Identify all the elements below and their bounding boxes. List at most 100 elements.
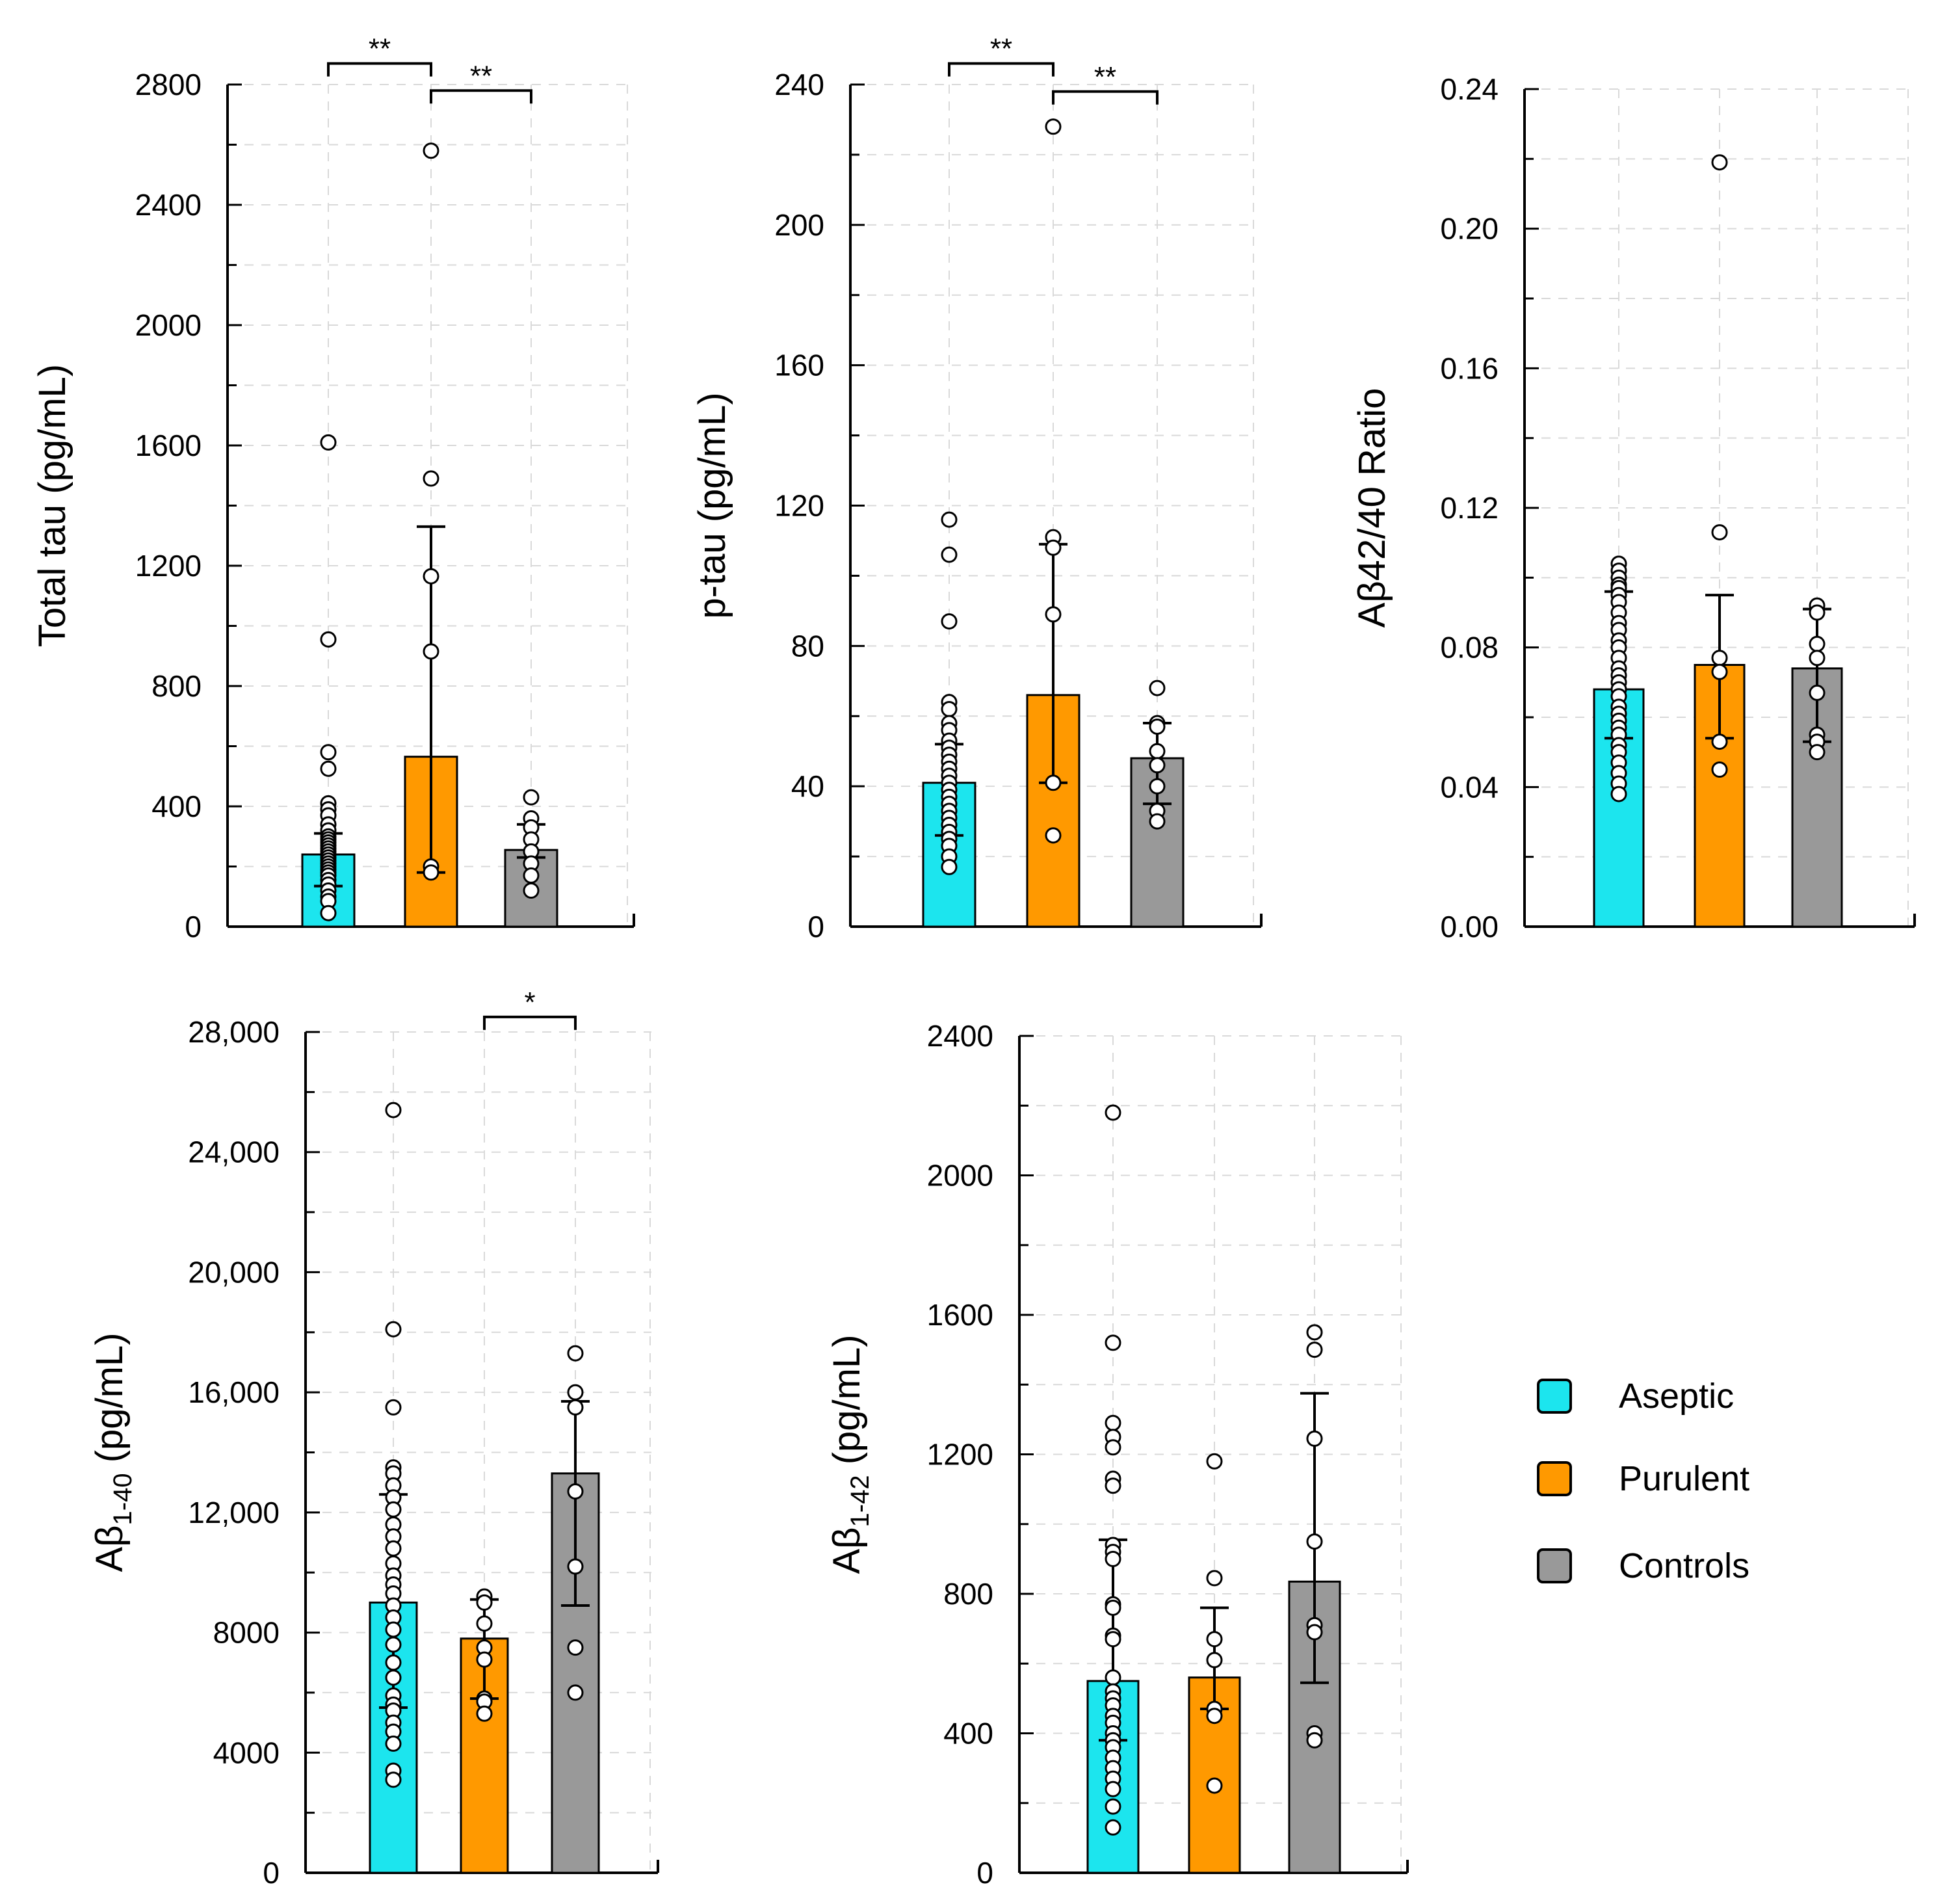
- data-point-aseptic: [385, 1636, 402, 1653]
- data-point-aseptic: [941, 511, 958, 528]
- data-point-purulent: [423, 864, 439, 881]
- y-axis-label: Aβ1-40 (pg/mL): [88, 1332, 137, 1572]
- y-axis-label-subscript: 1-40: [109, 1473, 137, 1525]
- significance-line: [1052, 90, 1159, 105]
- data-point-aseptic: [385, 1771, 402, 1788]
- legend-swatch-controls: [1537, 1548, 1572, 1583]
- y-tick-label: 16,000: [188, 1375, 280, 1409]
- bar-aseptic: [1593, 688, 1645, 928]
- data-point-aseptic: [1105, 1334, 1121, 1351]
- y-tick-label: 0.04: [1440, 770, 1499, 804]
- data-point-aseptic: [1105, 1819, 1121, 1836]
- data-point-controls: [567, 1384, 584, 1401]
- y-tick-label: 0.16: [1440, 351, 1499, 385]
- data-point-aseptic: [1105, 1631, 1121, 1648]
- y-tick-label: 0: [263, 1856, 280, 1890]
- y-tick-label: 40: [791, 769, 824, 803]
- legend-swatch-purulent: [1537, 1461, 1572, 1496]
- data-point-aseptic: [1105, 1780, 1121, 1797]
- significance-line: [483, 1015, 577, 1030]
- data-point-aseptic: [1105, 1599, 1121, 1616]
- significance-bracket: *: [483, 986, 577, 1030]
- y-tick-label: 1200: [135, 549, 202, 583]
- data-point-controls: [1306, 1533, 1323, 1550]
- y-tick-label: 28,000: [188, 1015, 280, 1049]
- y-tick-label: 0.20: [1440, 212, 1499, 246]
- y-axis-label: Total tau (pg/mL): [31, 364, 73, 647]
- chart-abeta-1-40: 0 4000 8000 12,000 16,000 20,000 24,000 28,000 A…: [88, 986, 659, 1890]
- data-point-controls: [1149, 680, 1166, 696]
- data-point-aseptic: [320, 760, 337, 777]
- significance-line: [430, 89, 532, 104]
- data-point-controls: [1306, 1324, 1323, 1341]
- y-tick-label: 12,000: [188, 1496, 280, 1529]
- y-tick-label: 200: [774, 208, 824, 242]
- data-point-aseptic: [320, 434, 337, 451]
- data-point-purulent: [1711, 650, 1728, 667]
- y-tick-label: 0: [976, 1856, 993, 1890]
- data-point-aseptic: [941, 700, 958, 717]
- data-point-aseptic: [1105, 1798, 1121, 1815]
- y-tick-label: 80: [791, 629, 824, 663]
- data-point-controls: [567, 1558, 584, 1575]
- y-tick-label: 0: [807, 910, 824, 944]
- chart-abeta-ratio: 0.00 0.04 0.08 0.12 0.16 0.20 0.24 Aβ42/40 Rati…: [1351, 72, 1916, 944]
- y-tick-label: 2000: [927, 1159, 993, 1193]
- data-point-aseptic: [1105, 1669, 1121, 1686]
- data-point-purulent: [1045, 606, 1062, 623]
- legend-label-controls: Controls: [1619, 1546, 1749, 1585]
- data-point-controls: [1809, 635, 1826, 652]
- legend-label-purulent: Purulent: [1619, 1459, 1749, 1498]
- data-point-purulent: [423, 568, 439, 585]
- y-tick-label: 800: [943, 1577, 993, 1611]
- data-point-purulent: [476, 1705, 493, 1722]
- chart-abeta-1-42: 0 400 800 1200 1600 2000 2400 Aβ1-42 (pg/mL): [826, 1019, 1409, 1890]
- data-point-controls: [1809, 684, 1826, 701]
- y-axis-label-units: (pg/mL): [826, 1334, 868, 1475]
- data-point-controls: [1149, 778, 1166, 795]
- data-point-purulent: [1206, 1652, 1223, 1669]
- data-point-aseptic: [1610, 786, 1627, 802]
- significance-bracket: **: [1052, 61, 1159, 105]
- y-axis-label-units: (pg/mL): [88, 1332, 131, 1473]
- data-point-aseptic: [320, 905, 337, 921]
- data-point-aseptic: [1105, 1414, 1121, 1431]
- data-point-aseptic: [941, 546, 958, 563]
- y-axis-label: p-tau (pg/mL): [691, 392, 733, 618]
- bar-purulent: [460, 1637, 509, 1874]
- data-point-purulent: [476, 1615, 493, 1632]
- y-axis-label-main: Aβ: [88, 1525, 131, 1572]
- y-tick-label: 2800: [135, 68, 202, 101]
- data-point-aseptic: [1105, 1477, 1121, 1494]
- data-point-purulent: [1045, 774, 1062, 791]
- data-point-controls: [1149, 813, 1166, 830]
- data-point-purulent: [1206, 1570, 1223, 1587]
- y-tick-label: 1200: [927, 1438, 993, 1472]
- data-point-aseptic: [385, 1399, 402, 1416]
- data-point-controls: [1149, 743, 1166, 760]
- legend-item-aseptic: Aseptic: [1537, 1377, 1734, 1416]
- y-tick-label: 0.12: [1440, 491, 1499, 525]
- data-point-controls: [567, 1345, 584, 1362]
- data-point-controls: [1306, 1624, 1323, 1641]
- y-axis-label: Aβ1-42 (pg/mL): [826, 1334, 874, 1574]
- data-point-controls: [523, 867, 540, 884]
- significance-label: **: [1094, 61, 1116, 93]
- significance-line: [948, 62, 1054, 77]
- significance-label: **: [990, 33, 1012, 65]
- y-tick-label: 160: [774, 349, 824, 382]
- y-tick-label: 4000: [213, 1736, 280, 1769]
- legend: Aseptic Purulent Controls: [1537, 1377, 1749, 1585]
- significance-label: **: [369, 33, 391, 65]
- y-tick-label: 2000: [135, 308, 202, 342]
- data-point-aseptic: [1105, 1104, 1121, 1121]
- y-tick-label: 24,000: [188, 1135, 280, 1169]
- data-point-controls: [1149, 757, 1166, 774]
- data-point-aseptic: [941, 858, 958, 875]
- data-point-aseptic: [1105, 1439, 1121, 1456]
- y-axis-label: Aβ42/40 Ratio: [1351, 388, 1393, 628]
- y-tick-label: 0.00: [1440, 910, 1499, 944]
- data-point-purulent: [1206, 1453, 1223, 1470]
- significance-bracket: **: [948, 33, 1054, 77]
